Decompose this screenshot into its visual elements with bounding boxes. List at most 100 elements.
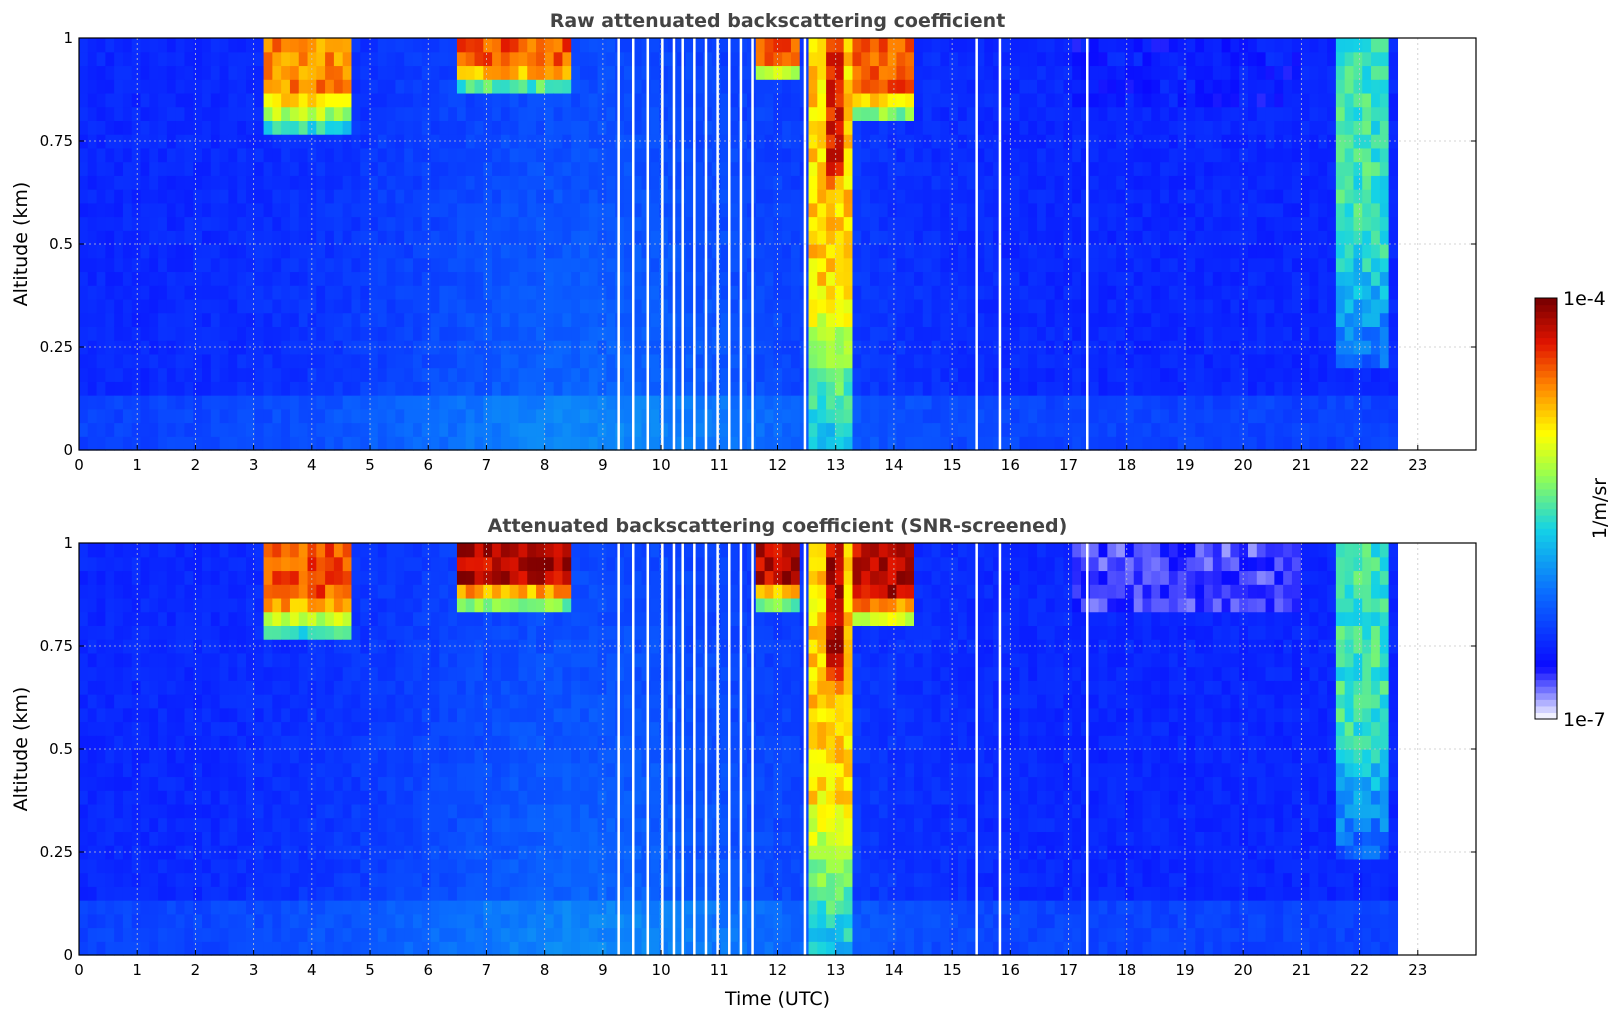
heatmap-cell	[272, 175, 282, 190]
heatmap-cell	[254, 422, 265, 437]
heatmap-cell	[474, 230, 484, 245]
heatmap-cell	[175, 625, 186, 640]
heatmap-cell	[1300, 230, 1311, 245]
heatmap-cell	[553, 408, 564, 424]
heatmap-cell	[474, 436, 484, 451]
heatmap-cell	[571, 120, 581, 135]
heatmap-cell	[1142, 353, 1152, 369]
heatmap-cell	[694, 92, 704, 108]
heatmap-cell	[1028, 244, 1038, 259]
heatmap-cell	[228, 326, 238, 341]
heatmap-cell	[96, 38, 106, 53]
heatmap-cell	[843, 326, 854, 341]
heatmap-cell	[685, 120, 695, 135]
y-tick-label: 1	[63, 29, 73, 47]
heatmap-cell	[158, 38, 168, 53]
heatmap-cell	[1379, 381, 1390, 396]
heatmap-cell	[404, 436, 414, 451]
heatmap-cell	[465, 257, 476, 273]
heatmap-cell	[114, 340, 124, 355]
heatmap-cell	[518, 381, 528, 396]
heatmap-cell	[316, 230, 326, 245]
heatmap-cell	[281, 381, 291, 396]
heatmap-cell	[1107, 340, 1117, 355]
heatmap-cell	[140, 762, 150, 778]
heatmap-cell	[395, 106, 405, 121]
heatmap-cell	[1248, 147, 1258, 163]
heatmap-cell	[281, 175, 291, 190]
heatmap-cell	[922, 65, 933, 80]
heatmap-cell	[878, 189, 889, 204]
heatmap-cell	[1318, 381, 1328, 396]
heatmap-cell	[1265, 38, 1275, 53]
heatmap-cell	[474, 51, 484, 67]
heatmap-cell	[1353, 175, 1363, 190]
heatmap-cell	[808, 216, 818, 231]
heatmap-cell	[1239, 216, 1249, 231]
heatmap-cell	[158, 913, 168, 929]
heatmap-cell	[1177, 395, 1188, 410]
heatmap-cell	[1116, 257, 1126, 273]
heatmap-cell	[316, 326, 326, 341]
heatmap-cell	[1177, 436, 1188, 451]
x-tick-label: 13	[826, 456, 845, 474]
heatmap-cell	[1045, 244, 1056, 259]
heatmap-cell	[158, 900, 168, 915]
heatmap-cell	[1151, 92, 1161, 108]
heatmap-cell	[720, 244, 731, 259]
heatmap-cell	[421, 381, 432, 396]
heatmap-cell	[1230, 175, 1240, 190]
x-tick-label: 8	[540, 456, 550, 474]
heatmap-cell	[492, 38, 502, 53]
heatmap-cell	[694, 298, 704, 314]
heatmap-cell	[114, 584, 124, 599]
heatmap-cell	[122, 38, 133, 53]
heatmap-cell	[325, 106, 335, 121]
heatmap-cell	[325, 189, 335, 204]
heatmap-cell	[861, 189, 871, 204]
heatmap-cell	[905, 92, 915, 108]
heatmap-cell	[500, 65, 511, 80]
heatmap-cell	[1186, 216, 1196, 231]
heatmap-cell	[984, 244, 994, 259]
y-axis-label: Altitude (km)	[10, 182, 32, 307]
heatmap-cell	[1362, 257, 1372, 273]
heatmap-cell	[289, 381, 300, 396]
heatmap-cell	[448, 244, 458, 259]
heatmap-cell	[703, 326, 713, 341]
heatmap-cell	[1230, 271, 1240, 286]
heatmap-cell	[940, 436, 950, 451]
heatmap-cell	[1037, 340, 1047, 355]
heatmap-cell	[940, 92, 950, 108]
heatmap-cell	[1054, 92, 1065, 108]
heatmap-cell	[254, 106, 265, 121]
heatmap-cell	[703, 422, 713, 437]
heatmap-cell	[149, 408, 159, 424]
heatmap-cell	[166, 161, 177, 176]
heatmap-cell	[1098, 381, 1108, 396]
heatmap-cell	[122, 257, 133, 273]
heatmap-cell	[984, 120, 994, 135]
heatmap-cell	[878, 271, 889, 286]
heatmap-cell	[764, 189, 774, 204]
heatmap-cell	[922, 147, 933, 163]
heatmap-cell	[122, 845, 133, 860]
heatmap-cell	[1274, 367, 1284, 382]
heatmap-cell	[597, 230, 607, 245]
heatmap-cell	[984, 298, 994, 314]
heatmap-cell	[782, 51, 792, 67]
heatmap-cell	[483, 408, 493, 424]
heatmap-cell	[623, 189, 634, 204]
heatmap-cell	[588, 395, 599, 410]
heatmap-cell	[316, 285, 326, 300]
heatmap-cell	[219, 189, 230, 204]
heatmap-cell	[1019, 367, 1029, 382]
heatmap-cell	[509, 147, 520, 163]
heatmap-cell	[685, 65, 695, 80]
heatmap-cell	[1265, 422, 1275, 437]
heatmap-cell	[790, 271, 801, 286]
heatmap-cell	[158, 161, 168, 176]
heatmap-cell	[1256, 230, 1267, 245]
heatmap-cell	[588, 79, 599, 94]
heatmap-cell	[527, 147, 537, 163]
